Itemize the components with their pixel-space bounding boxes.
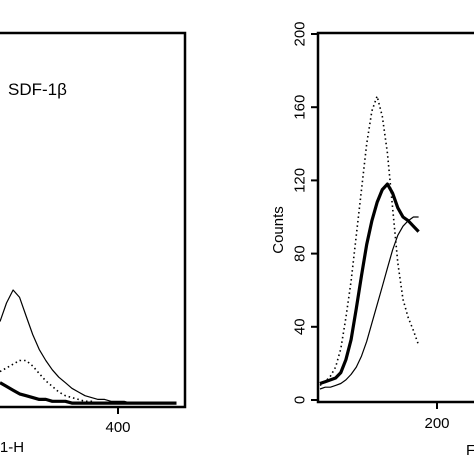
right-y-tick-label: 160 xyxy=(292,95,309,120)
left-x-tick-label: 400 xyxy=(105,419,130,436)
right-y-tick-label: 120 xyxy=(292,168,309,193)
right-y-tick-label: 80 xyxy=(292,245,309,262)
right-series-dotted xyxy=(319,95,420,387)
left-series-group xyxy=(0,289,177,405)
chart-right: 200 F Counts 0 40 80 120 160 200 xyxy=(270,21,474,459)
left-annotation: SDF-1β xyxy=(8,80,67,99)
right-y-ticks-group: 0 40 80 120 160 200 xyxy=(292,21,318,404)
chart-left: 400 1-H SDF-1β xyxy=(0,31,187,456)
right-y-tick-label: 200 xyxy=(292,21,309,46)
right-x-axis-label: F xyxy=(466,442,474,459)
left-series-thin-solid xyxy=(0,289,177,404)
right-plot-frame xyxy=(316,31,474,404)
right-y-tick-label: 40 xyxy=(292,318,309,335)
right-y-tick-label: 0 xyxy=(292,396,309,404)
right-x-tick-label: 200 xyxy=(424,415,449,432)
right-y-axis-label: Counts xyxy=(270,206,287,254)
right-series-thin-solid xyxy=(319,216,419,390)
left-plot-frame xyxy=(0,31,187,409)
right-series-group xyxy=(319,95,420,390)
left-series-thick-solid xyxy=(0,381,177,405)
right-series-thick-solid xyxy=(319,182,420,386)
left-x-axis-label: 1-H xyxy=(0,439,24,456)
